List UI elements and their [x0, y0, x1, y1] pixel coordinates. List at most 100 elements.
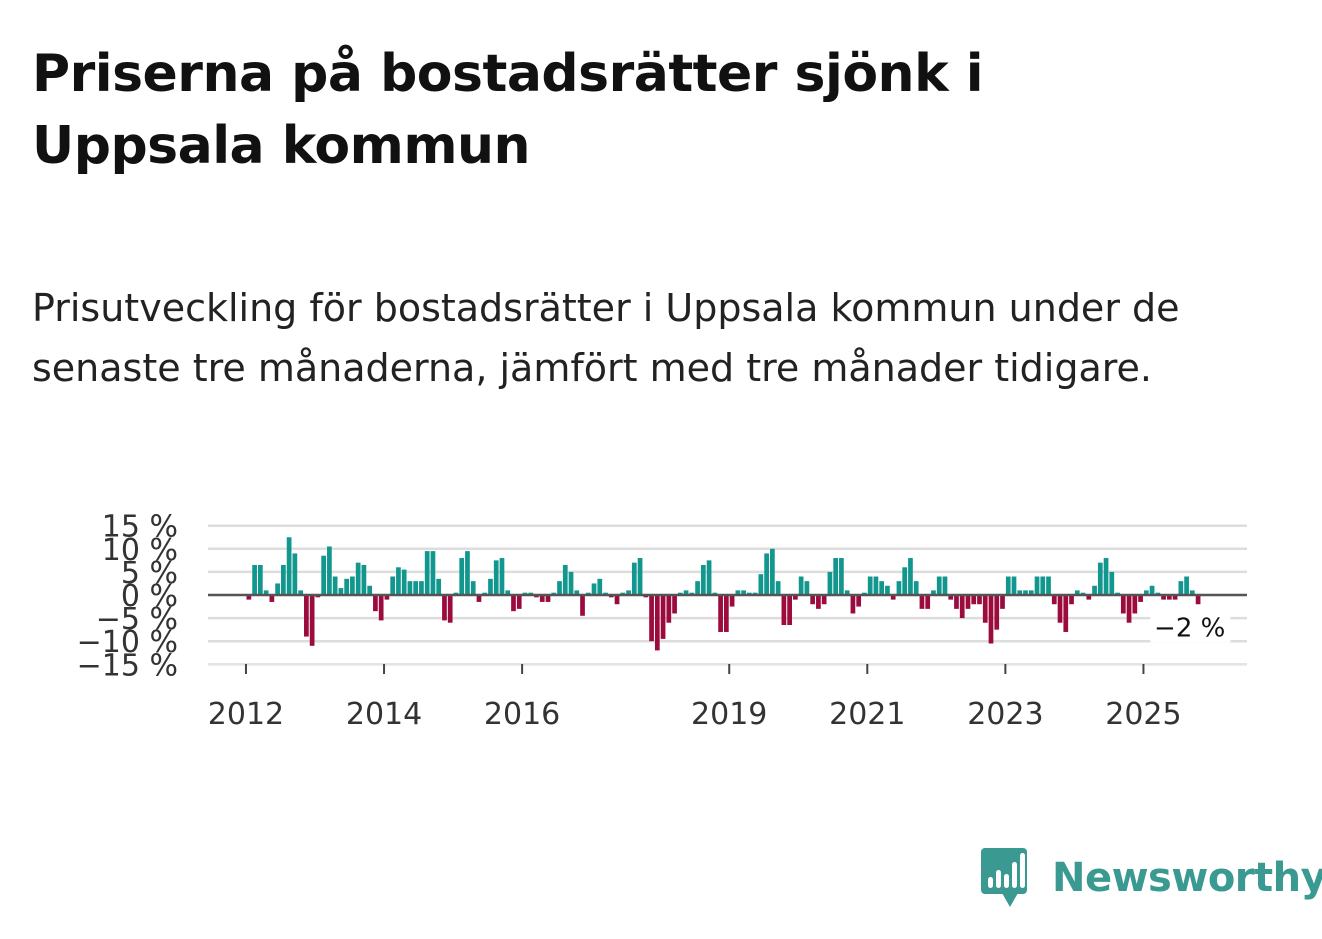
bar — [942, 576, 948, 595]
bar — [718, 595, 723, 632]
price-change-bar-chart: 15 %10 %5 %0 %−5 %−10 %−15 % 2012 2014 201… — [77, 510, 1247, 732]
bar — [1063, 595, 1069, 632]
bar — [867, 576, 873, 595]
bar — [580, 595, 585, 616]
x-tick-label: 2019 — [691, 697, 767, 732]
bar — [493, 560, 499, 595]
bar — [758, 574, 764, 595]
bar — [361, 564, 367, 595]
bar — [856, 595, 862, 607]
bar — [948, 595, 954, 600]
bar — [1046, 576, 1051, 595]
bar — [505, 590, 511, 595]
bar — [706, 560, 712, 595]
bar — [994, 595, 1000, 630]
y-tick-label: −5 % — [96, 602, 178, 637]
y-tick-label: 10 % — [102, 533, 178, 568]
bar — [321, 555, 326, 595]
bar — [327, 546, 332, 595]
bar — [1132, 595, 1138, 614]
bar — [1086, 595, 1092, 600]
bar — [982, 595, 988, 623]
bar — [816, 595, 821, 609]
bar — [419, 581, 424, 595]
bar — [977, 595, 982, 605]
bar — [298, 590, 303, 595]
bar — [390, 576, 396, 595]
bar — [729, 595, 735, 607]
bar — [793, 595, 798, 600]
bar — [885, 585, 890, 595]
bar — [804, 581, 810, 595]
bar — [557, 581, 562, 595]
bar — [890, 595, 896, 600]
bar — [350, 576, 355, 595]
bar — [700, 564, 706, 595]
bar — [539, 595, 545, 602]
bar — [1011, 576, 1017, 595]
bar — [666, 595, 672, 623]
bar — [304, 595, 309, 637]
bar — [614, 595, 620, 605]
bar — [447, 595, 453, 623]
bar — [723, 595, 729, 632]
bar — [1143, 590, 1149, 595]
bar — [338, 588, 344, 595]
bar — [827, 571, 833, 595]
bar — [263, 590, 269, 595]
bar — [1023, 590, 1028, 595]
bar — [913, 581, 919, 595]
bar — [1005, 576, 1011, 595]
bar — [1126, 595, 1132, 623]
bar — [1103, 558, 1109, 595]
bar — [1074, 590, 1080, 595]
newsworthy-logo[interactable]: Newsworthy — [980, 848, 1322, 908]
bar — [781, 595, 787, 626]
y-tick-label: −15 % — [77, 648, 178, 683]
bar — [516, 595, 522, 609]
bar — [286, 537, 292, 595]
bar — [476, 595, 482, 602]
annotation-background — [1150, 608, 1231, 643]
bar — [959, 595, 965, 619]
bar — [1092, 585, 1097, 595]
bar — [436, 578, 442, 595]
x-tick-label: 2012 — [208, 697, 284, 732]
bar — [1161, 595, 1166, 600]
last-value-annotation: −2 % — [1150, 608, 1231, 643]
bar — [879, 581, 885, 595]
bar — [821, 595, 827, 605]
bar — [281, 564, 286, 595]
bar — [1051, 595, 1057, 605]
bar — [626, 590, 631, 595]
bar — [908, 558, 913, 595]
bar — [499, 558, 505, 595]
bar — [1120, 595, 1126, 614]
bar — [465, 551, 470, 595]
bar — [844, 590, 850, 595]
bar — [850, 595, 856, 614]
bar-chart-logo-icon — [981, 848, 1027, 907]
bar — [257, 564, 263, 595]
bar — [597, 578, 603, 595]
x-axis: 2012 2014 2016 2019 2021 2023 2025 — [208, 664, 1182, 732]
bar — [770, 548, 775, 595]
bar — [735, 590, 741, 595]
bar — [833, 558, 839, 595]
bar — [649, 595, 654, 642]
bar — [925, 595, 931, 609]
bar — [695, 581, 700, 595]
bar — [654, 595, 660, 651]
bar — [683, 590, 689, 595]
bar — [459, 558, 465, 595]
x-tick-label: 2016 — [484, 697, 560, 732]
bar — [1172, 595, 1178, 600]
y-axis-tick-labels: 15 %10 %5 %0 %−5 %−10 %−15 % — [77, 510, 178, 684]
bar — [873, 576, 879, 595]
bar — [936, 576, 942, 595]
bar — [1138, 595, 1143, 602]
bar — [741, 590, 746, 595]
bar — [1097, 562, 1103, 595]
bar — [637, 558, 643, 595]
bar — [988, 595, 994, 644]
